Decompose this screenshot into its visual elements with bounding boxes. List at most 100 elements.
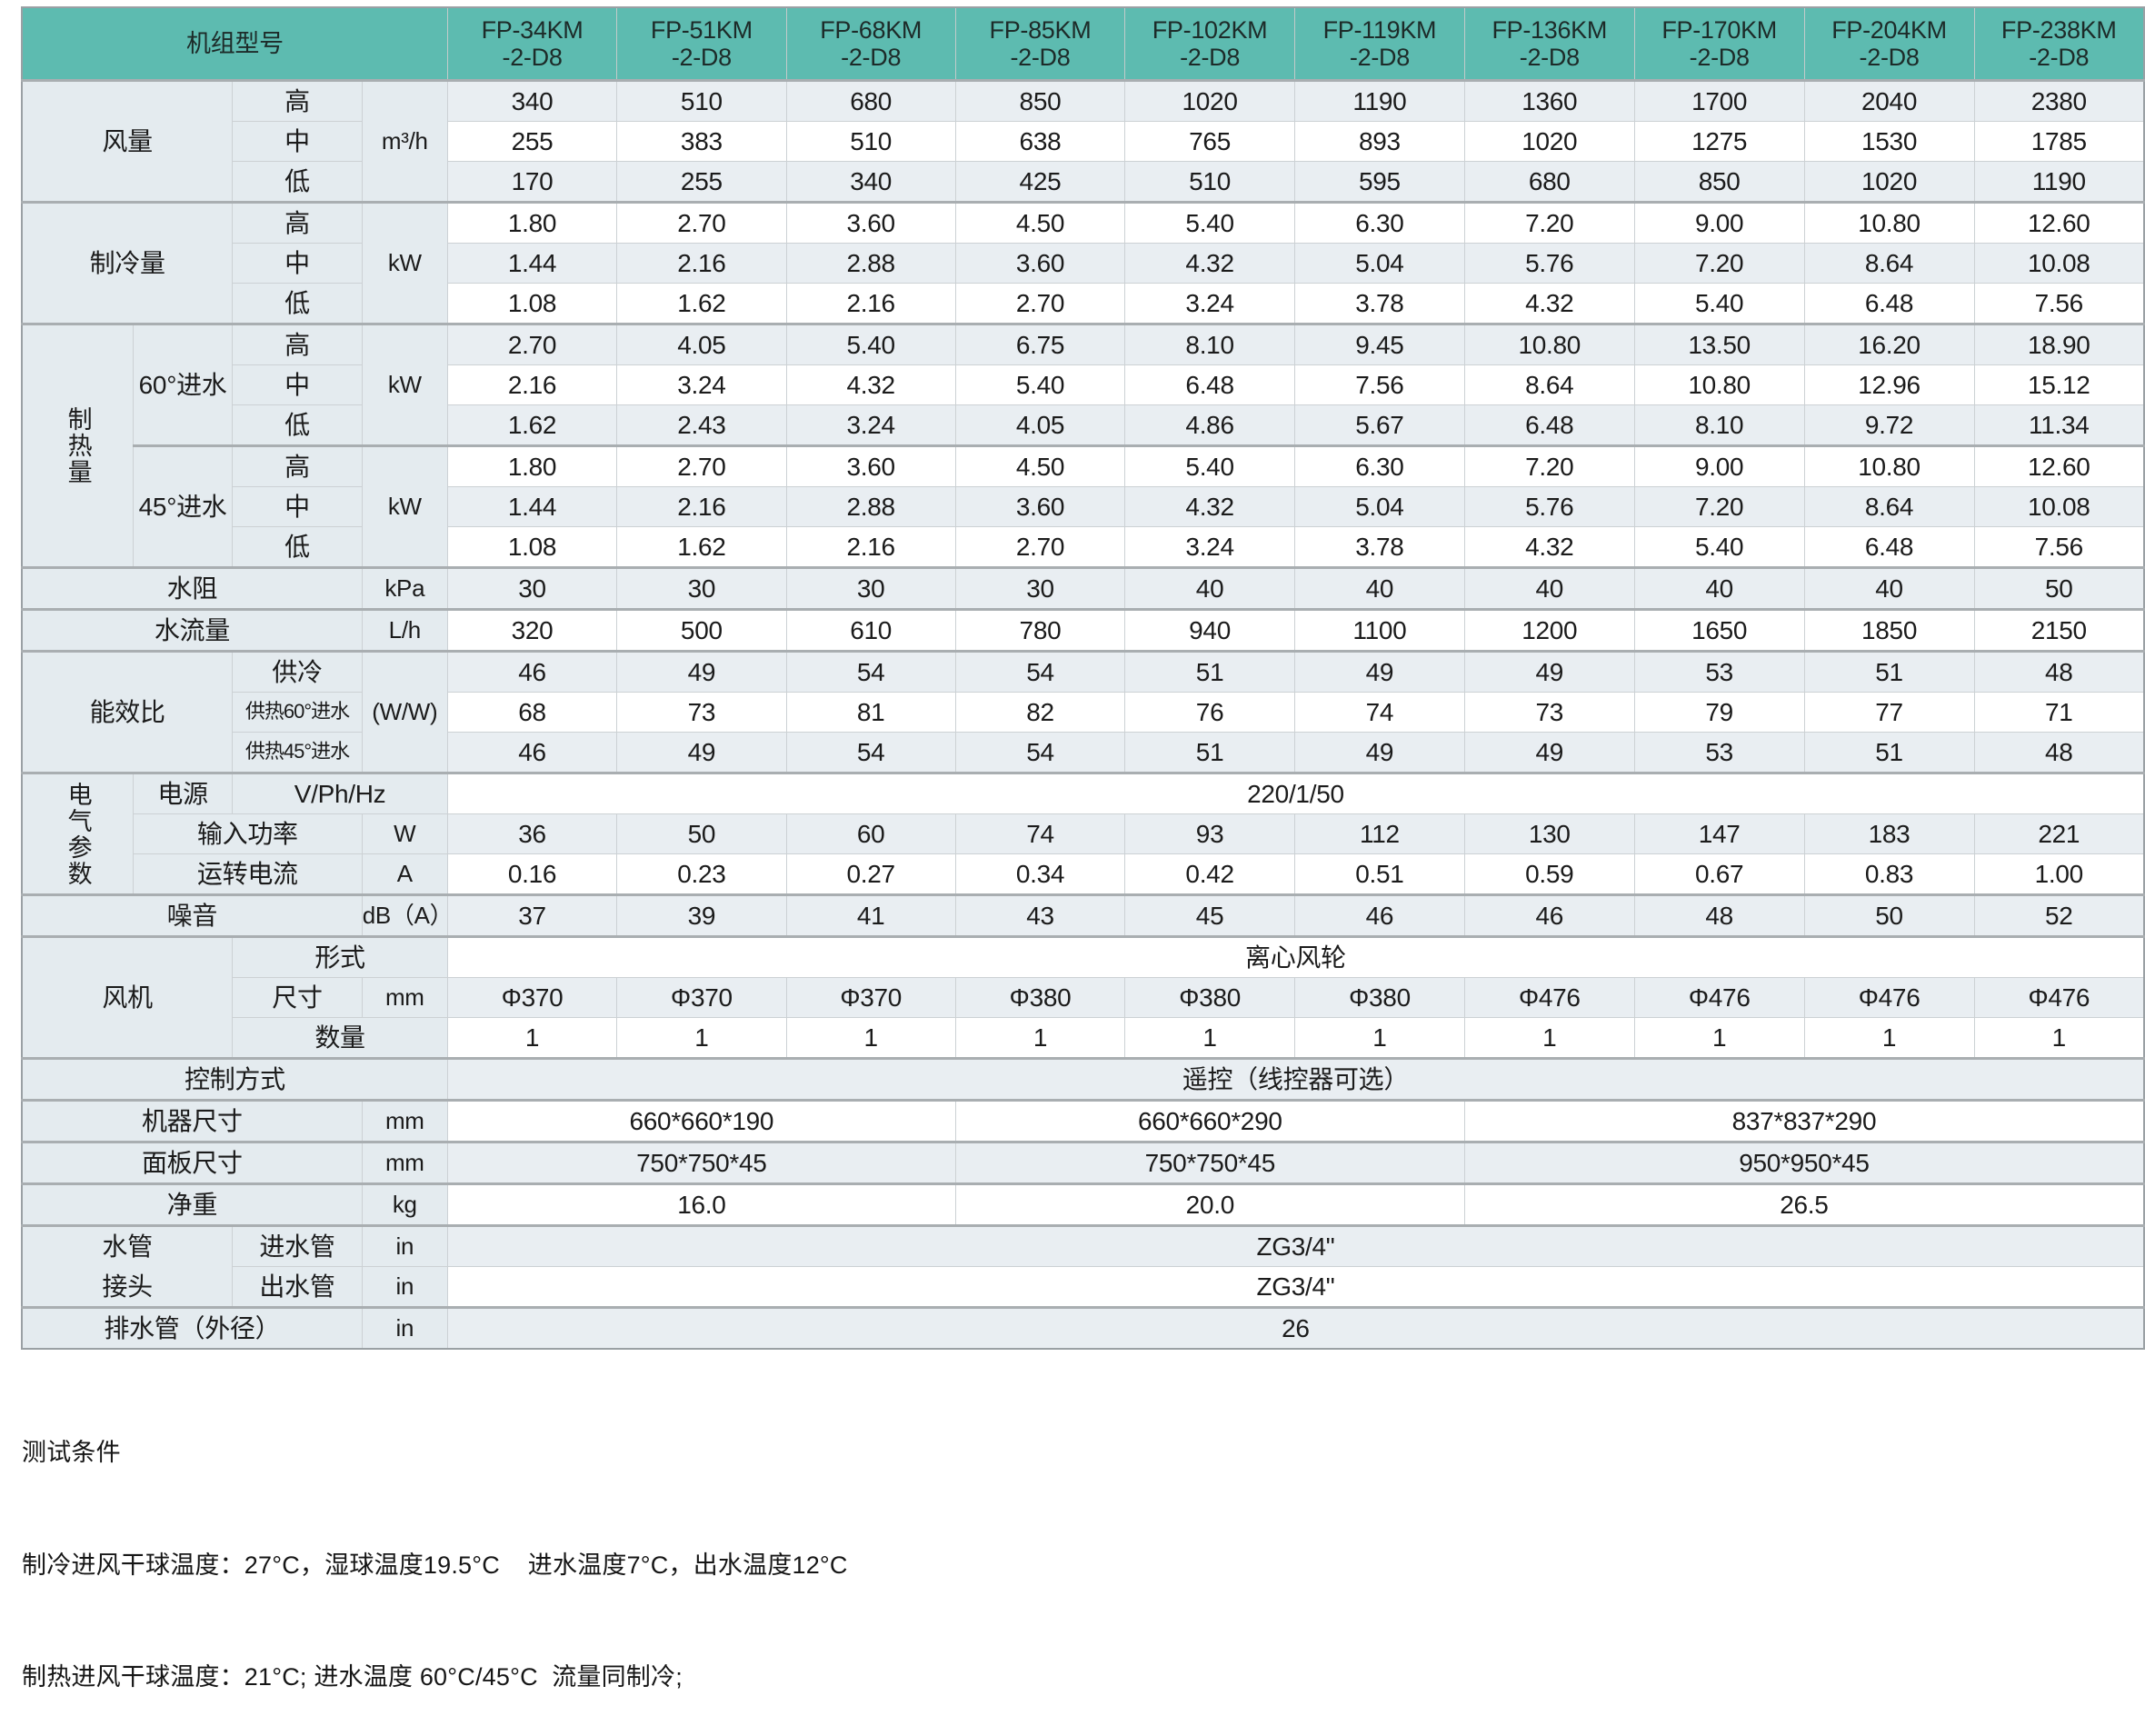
value-cell: 3.78 [1294, 526, 1465, 568]
value-cell: 2.70 [616, 201, 787, 244]
row-label: 控制方式 [21, 1057, 448, 1101]
value-cell: 1190 [1294, 79, 1465, 122]
header-row: 机组型号 FP-34KM -2-D8 FP-51KM -2-D8 FP-68KM -2… [21, 6, 2145, 82]
value-cell: 4.50 [954, 444, 1126, 487]
value-cell: 74 [1294, 692, 1465, 733]
row-label: 风量 [21, 79, 234, 203]
value-cell: 50 [1973, 566, 2145, 610]
value-cell: 3.24 [785, 404, 956, 446]
value-cell: 2.70 [446, 323, 618, 365]
value-cell: 8.64 [1803, 243, 1975, 284]
unit-cell: in [361, 1306, 448, 1350]
value-cell: 82 [954, 692, 1126, 733]
value-cell: 1 [616, 1017, 787, 1059]
value-cell: 81 [785, 692, 956, 733]
value-cell: 1.80 [446, 444, 618, 487]
value-cell: 638 [954, 121, 1126, 162]
value-cell: 71 [1973, 692, 2145, 733]
notes-cooling-condition: 制冷进风干球温度：27°C，湿球温度19.5°C 进水温度7°C，出水温度12°… [22, 1551, 848, 1579]
value-cell: 255 [446, 121, 618, 162]
row-label: 高 [232, 444, 363, 487]
value-cell: 11.34 [1973, 404, 2145, 446]
value-cell: 9.00 [1633, 201, 1805, 244]
value-cell: 1360 [1463, 79, 1635, 122]
value-cell: 510 [1124, 161, 1296, 203]
model-header: FP-85KM -2-D8 [954, 6, 1126, 82]
value-cell: 3.78 [1294, 283, 1465, 324]
unit-cell: W [361, 813, 448, 854]
value-cell: 1190 [1973, 161, 2145, 203]
table-row: 数量 1 1 1 1 1 1 1 1 1 1 [22, 1017, 2145, 1059]
value-cell: 40 [1294, 566, 1465, 610]
value-cell: 147 [1633, 813, 1805, 854]
row-label: 中 [232, 121, 363, 162]
value-cell: 30 [785, 566, 956, 610]
value-cell: 36 [446, 813, 618, 854]
value-cell: 3.60 [785, 201, 956, 244]
value-cell: 7.20 [1463, 201, 1635, 244]
row-label: 数量 [232, 1017, 448, 1059]
value-cell: 52 [1973, 893, 2145, 937]
value-cell: 5.40 [1124, 444, 1296, 487]
value-cell: 30 [446, 566, 618, 610]
table-row: 中 2.16 3.24 4.32 5.40 6.48 7.56 8.64 10.80 12.96 1… [22, 364, 2145, 405]
value-cell: 30 [954, 566, 1126, 610]
value-cell: 1 [954, 1017, 1126, 1059]
value-cell: 2.88 [785, 243, 956, 284]
value-cell: 20.0 [954, 1182, 1465, 1226]
table-row: 排水管（外径） in 26 [21, 1306, 2145, 1350]
value-cell: 0.16 [446, 853, 618, 895]
value-cell: 6.48 [1124, 364, 1296, 405]
row-label: 运转电流 [132, 853, 363, 895]
value-cell: 93 [1124, 813, 1296, 854]
value-cell: 320 [446, 608, 618, 652]
value-cell: 1.44 [446, 486, 618, 527]
value-cell: 6.30 [1294, 444, 1465, 487]
value-cell: 1.00 [1973, 853, 2145, 895]
value-cell: 2040 [1803, 79, 1975, 122]
table-row: 中 255 383 510 638 765 893 1020 1275 1530 1785 [22, 121, 2145, 162]
row-label: 低 [232, 526, 363, 568]
table-row: 运转电流 A 0.16 0.23 0.27 0.34 0.42 0.51 0.59 0.67 0.8… [22, 853, 2145, 895]
table-row: 噪音 dB（A） 37 39 41 43 45 46 46 48 50 52 [21, 893, 2145, 937]
model-header: FP-34KM -2-D8 [446, 6, 618, 82]
value-cell: 850 [954, 79, 1126, 122]
row-label: 机器尺寸 [21, 1099, 363, 1142]
table-row: 出水管 in ZG3/4" [22, 1266, 2145, 1308]
value-cell: 4.86 [1124, 404, 1296, 446]
table-corner-label: 机组型号 [21, 6, 448, 82]
row-label: 高 [232, 201, 363, 244]
value-cell: 9.00 [1633, 444, 1805, 487]
unit-cell: in [361, 1224, 448, 1267]
value-cell: 39 [616, 893, 787, 937]
value-cell: 46 [446, 650, 618, 693]
value-cell: 3.60 [954, 486, 1126, 527]
value-cell: 8.10 [1633, 404, 1805, 446]
value-cell: 9.45 [1294, 323, 1465, 365]
value-cell: 54 [785, 732, 956, 773]
value-cell: 4.32 [1124, 486, 1296, 527]
value-cell: 6.48 [1803, 283, 1975, 324]
value-cell: Φ476 [1803, 977, 1975, 1018]
row-label: 制热量 [21, 323, 134, 568]
unit-cell: mm [361, 1141, 448, 1184]
value-cell: 940 [1124, 608, 1296, 652]
row-label: 能效比 [21, 650, 234, 773]
value-cell: 2.70 [954, 283, 1126, 324]
value-cell: 0.34 [954, 853, 1126, 895]
value-cell: 130 [1463, 813, 1635, 854]
value-cell: 255 [616, 161, 787, 203]
value-cell: 30 [616, 566, 787, 610]
value-cell: 850 [1633, 161, 1805, 203]
value-cell: 68 [446, 692, 618, 733]
value-cell: 79 [1633, 692, 1805, 733]
value-cell: 12.96 [1803, 364, 1975, 405]
value-cell: 1 [1973, 1017, 2145, 1059]
value-cell: 340 [785, 161, 956, 203]
table-row: 低 1.08 1.62 2.16 2.70 3.24 3.78 4.32 5.40 6.48 7.5… [22, 526, 2145, 568]
row-label: 供热60°进水 [232, 692, 363, 733]
value-cell: 750*750*45 [446, 1141, 956, 1184]
value-cell: 112 [1294, 813, 1465, 854]
value-cell: 1 [1803, 1017, 1975, 1059]
value-cell: 1020 [1463, 121, 1635, 162]
